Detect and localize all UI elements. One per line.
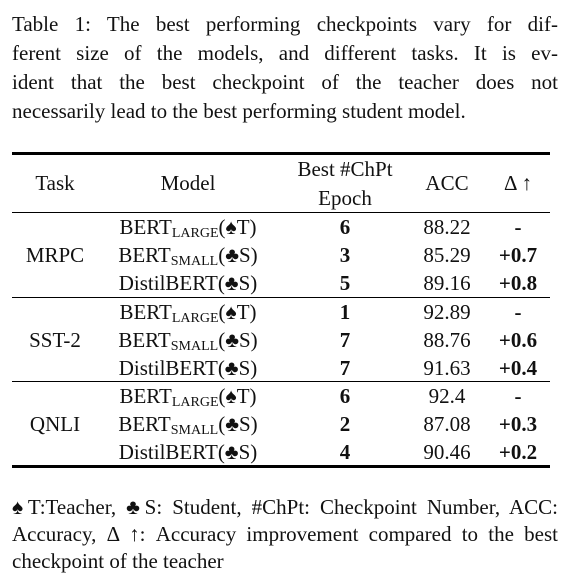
- delta-cell: +0.3: [498, 412, 538, 436]
- model-name: BERT: [118, 243, 171, 267]
- header-cell: Best #ChPt: [297, 157, 393, 181]
- epoch-cell: 1: [339, 300, 351, 324]
- epoch-cell: 3: [339, 243, 351, 267]
- epoch-cell: 6: [339, 384, 351, 408]
- model-cell: DistilBERT(♣S): [119, 354, 258, 382]
- table-rule: [12, 381, 550, 382]
- caption-line: Table 1: The best performing checkpoints…: [12, 12, 558, 36]
- model-size: LARGE: [171, 311, 219, 326]
- acc-cell: 92.4: [428, 384, 466, 408]
- header-cell: Epoch: [318, 186, 372, 210]
- caption-line: ident that the best checkpoint of the te…: [12, 70, 558, 94]
- table-rule: [12, 297, 550, 298]
- model-size: LARGE: [171, 226, 219, 241]
- acc-cell: 91.63: [423, 356, 471, 380]
- task-cell: QNLI: [29, 412, 81, 436]
- footnote-line: ♠T:Teacher, ♣S: Student, #ChPt: Checkpoi…: [12, 495, 558, 519]
- delta-cell: +0.6: [498, 328, 538, 352]
- model-name: DistilBERT(♣S): [118, 356, 258, 380]
- delta-cell: +0.7: [498, 243, 538, 267]
- epoch-cell: 5: [339, 271, 351, 295]
- model-size: SMALL: [170, 339, 219, 354]
- delta-cell: +0.4: [498, 356, 538, 380]
- acc-cell: 88.76: [423, 328, 471, 352]
- epoch-cell: 7: [339, 356, 351, 380]
- epoch-cell: 7: [339, 328, 351, 352]
- delta-cell: -: [514, 384, 522, 408]
- header-cell: Δ ↑: [503, 171, 533, 195]
- model-name: BERT: [118, 328, 171, 352]
- model-cell: BERTLARGE(♠T): [119, 382, 256, 410]
- header-cell: Model: [160, 171, 216, 195]
- caption-line: ferent size of the models, and different…: [12, 41, 558, 65]
- footnote-line: Accuracy, Δ ↑: Accuracy improvement comp…: [12, 522, 558, 546]
- model-name: BERT: [118, 412, 171, 436]
- model-name: DistilBERT(♣S): [118, 440, 258, 464]
- model-role: (♠T): [218, 384, 257, 408]
- model-role: (♣S): [218, 328, 258, 352]
- model-size: SMALL: [170, 423, 219, 438]
- table-rule: [12, 212, 550, 213]
- caption-line: necessarily lead to the best performing …: [12, 99, 466, 123]
- model-name: DistilBERT(♣S): [118, 271, 258, 295]
- footnote-line: checkpoint of the teacher: [12, 549, 224, 573]
- delta-cell: -: [514, 215, 522, 239]
- epoch-cell: 6: [339, 215, 351, 239]
- acc-cell: 92.89: [423, 300, 471, 324]
- epoch-cell: 2: [339, 412, 351, 436]
- model-size: SMALL: [170, 254, 219, 269]
- model-cell: DistilBERT(♣S): [119, 269, 258, 297]
- model-cell: BERTSMALL(♣S): [118, 241, 257, 269]
- epoch-cell: 4: [339, 440, 351, 464]
- model-cell: BERTSMALL(♣S): [118, 410, 257, 438]
- header-cell: ACC: [425, 171, 469, 195]
- model-cell: BERTLARGE(♠T): [119, 298, 256, 326]
- acc-cell: 87.08: [423, 412, 471, 436]
- model-role: (♠T): [218, 300, 257, 324]
- model-size: LARGE: [171, 395, 219, 410]
- delta-cell: +0.2: [498, 440, 538, 464]
- acc-cell: 88.22: [423, 215, 471, 239]
- model-name: BERT: [119, 384, 172, 408]
- table-rule: [12, 465, 550, 468]
- model-cell: DistilBERT(♣S): [119, 438, 258, 466]
- task-cell: SST-2: [29, 328, 81, 352]
- model-name: BERT: [119, 215, 172, 239]
- model-role: (♣S): [218, 412, 258, 436]
- acc-cell: 89.16: [423, 271, 471, 295]
- delta-cell: +0.8: [498, 271, 538, 295]
- header-cell: Task: [35, 171, 75, 195]
- model-role: (♠T): [218, 215, 257, 239]
- acc-cell: 90.46: [423, 440, 471, 464]
- delta-cell: -: [514, 300, 522, 324]
- model-name: BERT: [119, 300, 172, 324]
- task-cell: MRPC: [25, 243, 85, 267]
- acc-cell: 85.29: [423, 243, 471, 267]
- model-cell: BERTSMALL(♣S): [118, 326, 257, 354]
- model-cell: BERTLARGE(♠T): [119, 213, 256, 241]
- table-rule: [12, 152, 550, 155]
- model-role: (♣S): [218, 243, 258, 267]
